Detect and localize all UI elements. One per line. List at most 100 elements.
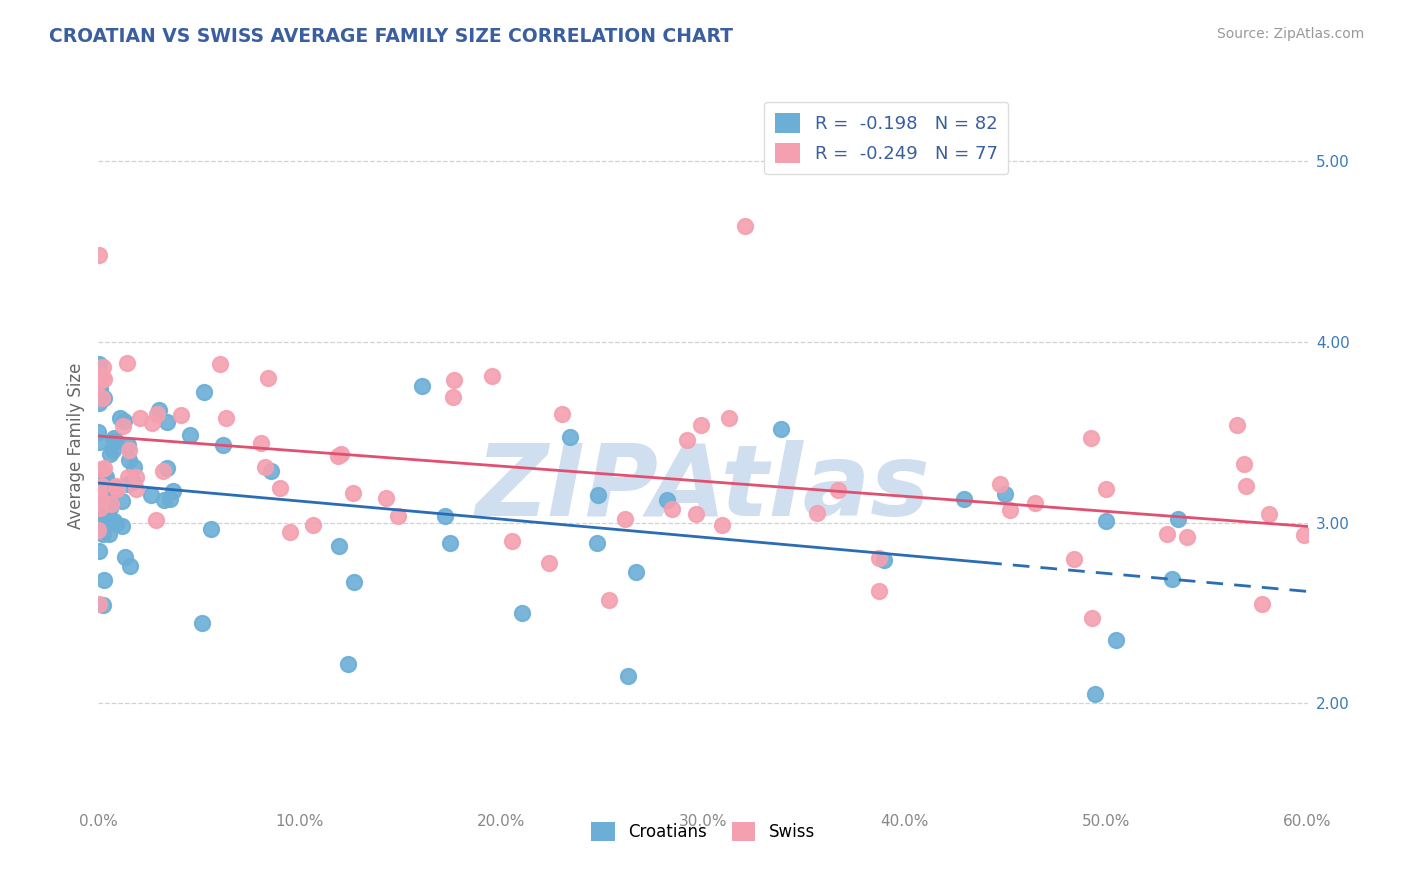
Point: [87, 357, 110, 371]
Point: [1167, 512, 1189, 526]
Point: [613, 512, 636, 526]
Point: [256, 370, 278, 384]
Point: [501, 534, 523, 549]
Point: [89, 375, 111, 389]
Point: [90, 491, 112, 506]
Point: [153, 493, 176, 508]
Point: [806, 506, 828, 520]
Text: ZIPAtlas: ZIPAtlas: [475, 441, 931, 537]
Point: [481, 369, 503, 384]
Point: [89, 395, 111, 409]
Point: [868, 584, 890, 599]
Point: [159, 491, 181, 506]
Point: [111, 493, 134, 508]
Point: [685, 507, 707, 521]
Point: [434, 509, 457, 524]
Point: [87, 425, 110, 440]
Point: [1226, 417, 1249, 432]
Point: [162, 483, 184, 498]
Point: [1292, 528, 1315, 542]
Point: [278, 524, 301, 539]
Point: [87, 508, 110, 523]
Point: [250, 435, 273, 450]
Point: [343, 574, 366, 589]
Point: [87, 490, 110, 504]
Point: [873, 552, 896, 566]
Point: [98, 447, 121, 461]
Point: [253, 459, 276, 474]
Point: [598, 593, 620, 607]
Point: [93, 461, 115, 475]
Point: [90, 492, 112, 507]
Point: [104, 516, 127, 531]
Point: [90, 493, 112, 508]
Point: [302, 517, 325, 532]
Point: [121, 475, 143, 489]
Point: [868, 551, 890, 566]
Point: [156, 461, 179, 475]
Point: [145, 513, 167, 527]
Point: [87, 544, 110, 558]
Point: [827, 483, 849, 497]
Point: [117, 438, 139, 452]
Point: [269, 482, 291, 496]
Point: [114, 549, 136, 564]
Point: [1236, 479, 1258, 493]
Point: [510, 606, 533, 620]
Point: [148, 402, 170, 417]
Legend: Croatians, Swiss: Croatians, Swiss: [585, 815, 821, 848]
Point: [215, 410, 238, 425]
Point: [100, 497, 122, 511]
Point: [328, 539, 350, 553]
Point: [91, 369, 114, 384]
Point: [100, 486, 122, 500]
Point: [91, 464, 114, 478]
Point: [122, 459, 145, 474]
Point: [139, 488, 162, 502]
Point: [87, 472, 110, 486]
Point: [90, 462, 112, 476]
Point: [1095, 482, 1118, 496]
Point: [1251, 597, 1274, 611]
Point: [212, 438, 235, 452]
Point: [118, 559, 141, 574]
Point: [101, 443, 124, 458]
Point: [117, 477, 139, 491]
Point: [152, 465, 174, 479]
Point: [200, 522, 222, 536]
Point: [626, 565, 648, 579]
Point: [115, 356, 138, 370]
Point: [87, 388, 110, 402]
Point: [328, 449, 350, 463]
Point: [588, 488, 610, 502]
Point: [734, 219, 756, 234]
Point: [96, 475, 118, 490]
Point: [156, 415, 179, 429]
Point: [551, 407, 574, 421]
Point: [89, 380, 111, 394]
Text: CROATIAN VS SWISS AVERAGE FAMILY SIZE CORRELATION CHART: CROATIAN VS SWISS AVERAGE FAMILY SIZE CO…: [49, 27, 733, 45]
Point: [1156, 527, 1178, 541]
Point: [374, 491, 396, 505]
Point: [710, 517, 733, 532]
Point: [616, 669, 638, 683]
Point: [690, 417, 713, 432]
Point: [108, 411, 131, 425]
Point: [330, 447, 353, 461]
Point: [98, 500, 121, 515]
Point: [1081, 610, 1104, 624]
Point: [994, 487, 1017, 501]
Point: [93, 391, 115, 405]
Point: [988, 476, 1011, 491]
Point: [260, 464, 283, 478]
Point: [179, 428, 201, 442]
Point: [93, 372, 115, 386]
Point: [87, 487, 110, 501]
Point: [87, 481, 110, 495]
Point: [104, 479, 127, 493]
Point: [1177, 530, 1199, 544]
Point: [998, 502, 1021, 516]
Text: Source: ZipAtlas.com: Source: ZipAtlas.com: [1216, 27, 1364, 41]
Point: [104, 434, 127, 448]
Point: [141, 416, 163, 430]
